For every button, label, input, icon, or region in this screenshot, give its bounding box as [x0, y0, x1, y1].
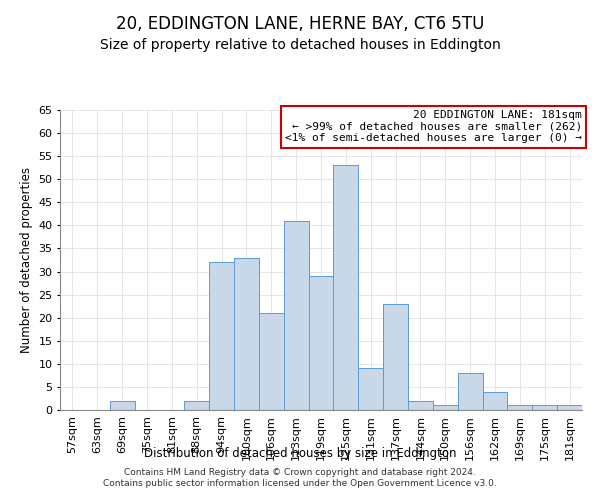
- Bar: [308, 276, 334, 410]
- Bar: [383, 304, 408, 410]
- Bar: [433, 406, 458, 410]
- Text: 20, EDDINGTON LANE, HERNE BAY, CT6 5TU: 20, EDDINGTON LANE, HERNE BAY, CT6 5TU: [116, 15, 484, 33]
- Bar: [482, 392, 508, 410]
- Bar: [234, 258, 259, 410]
- Y-axis label: Number of detached properties: Number of detached properties: [20, 167, 32, 353]
- Bar: [358, 368, 383, 410]
- Text: Contains HM Land Registry data © Crown copyright and database right 2024.
Contai: Contains HM Land Registry data © Crown c…: [103, 468, 497, 487]
- Bar: [209, 262, 234, 410]
- Bar: [557, 406, 582, 410]
- Text: 20 EDDINGTON LANE: 181sqm
← >99% of detached houses are smaller (262)
<1% of sem: 20 EDDINGTON LANE: 181sqm ← >99% of deta…: [285, 110, 582, 143]
- Text: Size of property relative to detached houses in Eddington: Size of property relative to detached ho…: [100, 38, 500, 52]
- Bar: [508, 406, 532, 410]
- Bar: [408, 401, 433, 410]
- Bar: [458, 373, 482, 410]
- Bar: [110, 401, 134, 410]
- Bar: [284, 221, 308, 410]
- Bar: [184, 401, 209, 410]
- Bar: [334, 166, 358, 410]
- Bar: [259, 313, 284, 410]
- Text: Distribution of detached houses by size in Eddington: Distribution of detached houses by size …: [144, 448, 456, 460]
- Bar: [532, 406, 557, 410]
